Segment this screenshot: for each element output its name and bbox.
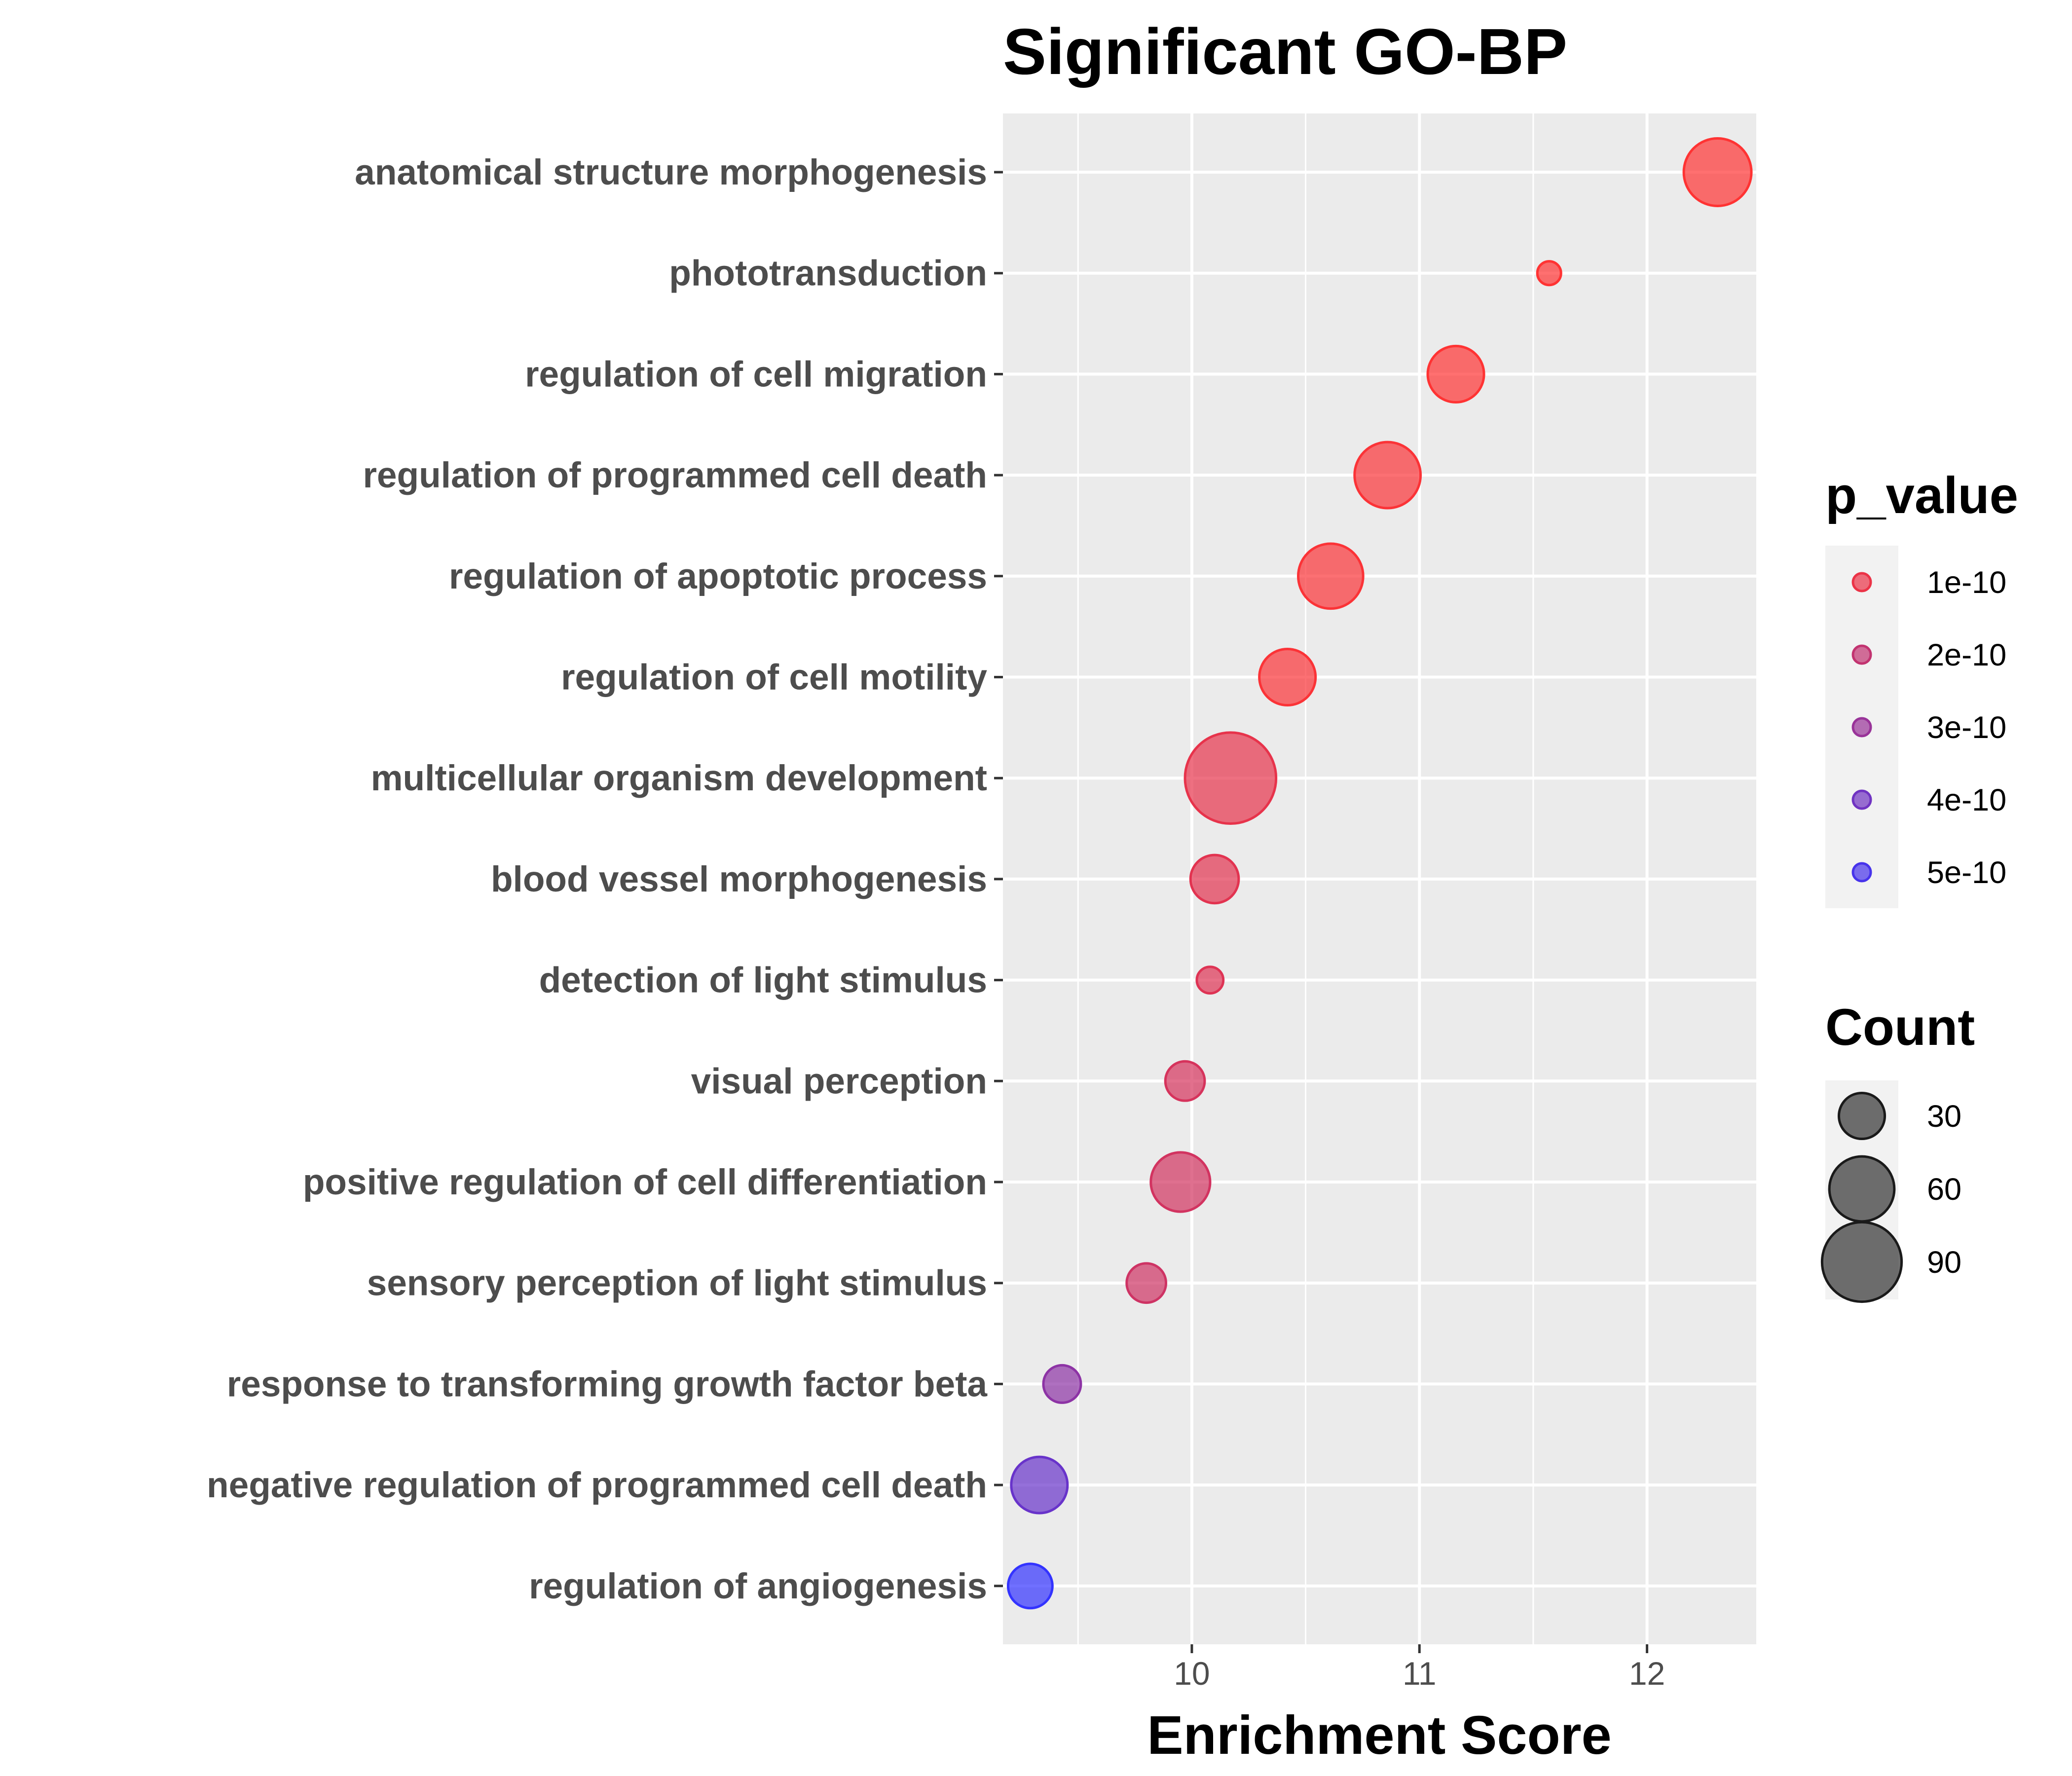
y-tick-label: detection of light stimulus (539, 961, 987, 1000)
y-tick-label: blood vessel morphogenesis (491, 859, 987, 899)
y-tick-label: anatomical structure morphogenesis (355, 152, 987, 192)
data-point (1353, 441, 1422, 510)
legend-label-p-value: 5e-10 (1927, 855, 2006, 890)
x-axis-ticks: 10 11 12 (1174, 1644, 1665, 1692)
data-point (1189, 853, 1240, 905)
x-tick-label: 10 (1174, 1655, 1210, 1692)
legend-label-count: 90 (1927, 1245, 1961, 1280)
legend-key-p-value (1851, 644, 1872, 665)
y-tick-label: negative regulation of programmed cell d… (207, 1465, 987, 1505)
y-tick-label: regulation of apoptotic process (449, 556, 987, 596)
data-point (1258, 647, 1317, 707)
data-point (1006, 1562, 1054, 1610)
data-point (1010, 1455, 1069, 1515)
legend-key-count (1837, 1091, 1887, 1141)
y-tick-label: regulation of cell migration (525, 354, 987, 394)
data-point (1682, 137, 1753, 208)
legends: p_value 1e-10 2e-10 3e-10 4e-10 5e-10 Count 30 6… (1820, 467, 2018, 1303)
legend-title-count: Count (1825, 999, 1975, 1056)
y-tick-label: positive regulation of cell differentiat… (303, 1162, 987, 1202)
legend-key-p-value (1851, 862, 1872, 883)
legend-key-count (1828, 1155, 1896, 1223)
y-tick-label: regulation of cell motility (561, 658, 987, 698)
legend-label-count: 60 (1927, 1172, 1961, 1207)
y-tick-label: visual perception (691, 1061, 987, 1101)
legend-label-p-value: 4e-10 (1927, 783, 2006, 817)
data-point (1042, 1364, 1082, 1404)
y-tick-label: regulation of programmed cell death (363, 455, 987, 495)
legend-label-p-value: 2e-10 (1927, 638, 2006, 672)
legend-key-p-value (1851, 789, 1872, 810)
chart-title: Significant GO-BP (1003, 15, 1567, 88)
y-tick-label: multicellular organism development (371, 758, 987, 798)
legend-label-p-value: 3e-10 (1927, 710, 2006, 745)
y-tick-label: phototransduction (669, 254, 987, 294)
legend-label-count: 30 (1927, 1099, 1961, 1134)
legend-key-p-value (1851, 572, 1872, 592)
data-point (1426, 344, 1485, 404)
data-point (1125, 1262, 1168, 1304)
data-point (1164, 1060, 1206, 1102)
legend-key-p-value (1851, 717, 1872, 738)
x-tick-label: 11 (1403, 1655, 1437, 1692)
data-point (1184, 731, 1278, 825)
y-tick-label: response to transforming growth factor b… (227, 1364, 988, 1404)
data-point (1296, 542, 1365, 610)
legend-title-p-value: p_value (1825, 467, 2018, 524)
data-point (1536, 260, 1562, 287)
x-axis-label: Enrichment Score (1147, 1705, 1611, 1766)
data-point (1195, 965, 1225, 995)
y-axis-ticks: anatomical structure morphogenesis photot… (207, 152, 1003, 1606)
data-points (1006, 137, 1753, 1610)
x-tick-label: 12 (1629, 1655, 1665, 1692)
y-tick-label: regulation of angiogenesis (529, 1566, 987, 1606)
data-point (1149, 1151, 1212, 1213)
legend-label-p-value: 1e-10 (1927, 565, 2006, 600)
legend-key-count (1820, 1221, 1903, 1303)
y-tick-label: sensory perception of light stimulus (367, 1263, 987, 1303)
